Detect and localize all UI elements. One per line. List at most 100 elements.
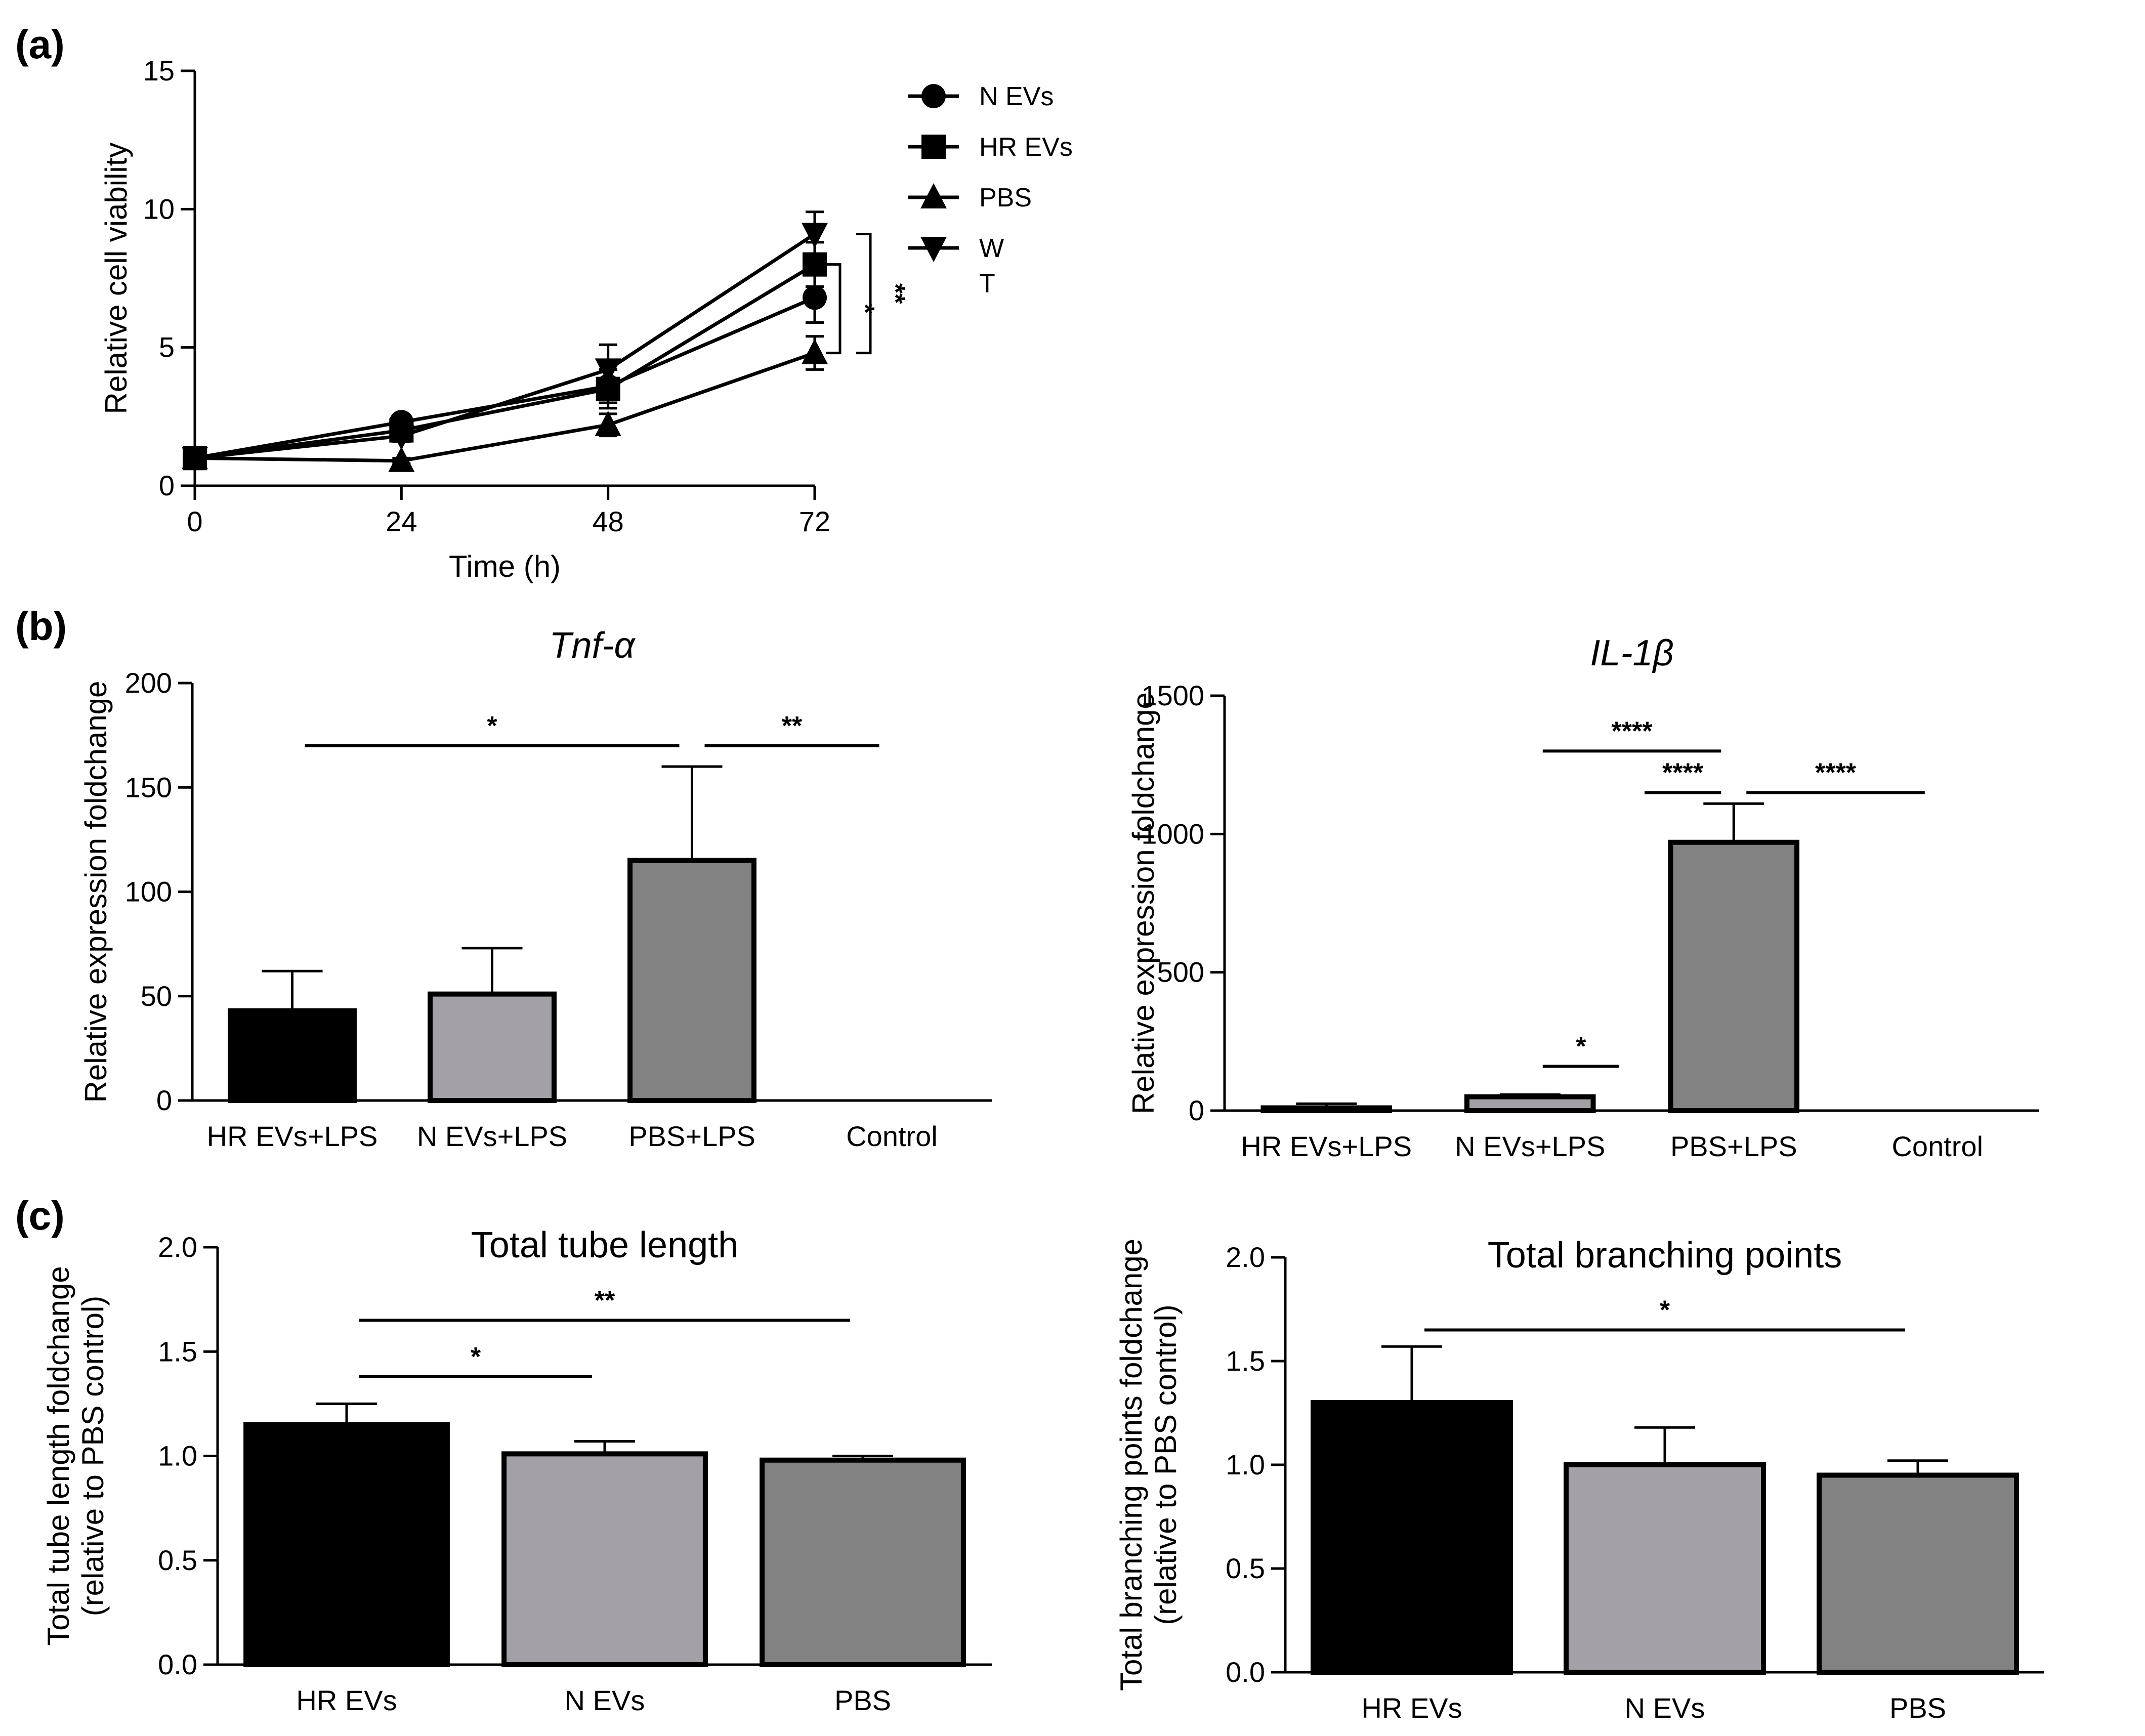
chart-c2-title: Total branching points <box>1488 1235 1842 1276</box>
chart-a-viability: 0 5 10 15 0 24 48 72 Time (h) Relative cell viabi… <box>99 55 1073 583</box>
data-point-pbs <box>595 410 621 436</box>
bar-pbs-lps <box>627 858 756 1103</box>
chart-c1-x-tick-label: HR EVs <box>296 1684 397 1716</box>
chart-b1-x-tick-label: PBS+LPS <box>628 1120 755 1152</box>
data-point-n-evs <box>803 285 827 310</box>
chart-a-x-tick-label: 24 <box>386 505 417 537</box>
bar-hr-evs-lps <box>1260 1105 1393 1114</box>
chart-b2-y-label: Relative expression foldchange <box>1126 692 1160 1114</box>
bar-hr-evs <box>1311 1400 1513 1675</box>
significance-label: * <box>1576 1032 1586 1062</box>
significance-label: ** <box>595 1286 615 1315</box>
chart-c2-y-tick-label: 0.0 <box>1226 1656 1265 1688</box>
panel-label-c: (c) <box>15 1193 65 1238</box>
legend-marker-n-evs <box>921 84 946 108</box>
chart-b2-x-tick-label: Control <box>1891 1130 1983 1162</box>
chart-b1-x-tick-label: HR EVs+LPS <box>207 1120 378 1152</box>
legend-label-pbs: PBS <box>979 183 1032 213</box>
chart-b1-x-tick-label: Control <box>846 1120 938 1152</box>
significance-bracket <box>826 263 842 355</box>
significance-label: ** <box>880 283 910 304</box>
significance-label: * <box>850 304 879 314</box>
chart-b1-y-tick-label: 0 <box>156 1084 172 1116</box>
legend-label-hr-evs: HR EVs <box>979 133 1073 162</box>
significance-label: **** <box>1612 716 1653 746</box>
chart-a-y-tick-label: 10 <box>143 193 175 225</box>
bar-hr-evs-lps <box>228 1008 357 1103</box>
chart-b1-y-tick-label: 50 <box>141 980 172 1012</box>
legend-marker-hr-evs <box>921 135 946 159</box>
chart-b1-y-tick-label: 100 <box>125 876 172 908</box>
chart-a-y-label: Relative cell viability <box>99 143 133 414</box>
data-point-pbs <box>802 338 828 364</box>
chart-a-y-tick-label: 0 <box>159 470 175 501</box>
chart-c2-y-tick-label: 1.0 <box>1226 1449 1265 1480</box>
chart-b1-x-tick-label: N EVs+LPS <box>417 1120 567 1152</box>
chart-a-x-label: Time (h) <box>449 549 561 583</box>
bar-n-evs <box>1564 1462 1766 1675</box>
chart-b2-title: IL-1β <box>1590 633 1673 673</box>
chart-c1-y-tick-label: 0.0 <box>158 1648 197 1680</box>
chart-c2-x-tick-label: N EVs <box>1625 1692 1705 1724</box>
chart-b2-y-tick-label: 0 <box>1189 1094 1204 1126</box>
chart-c1-y-tick-label: 1.5 <box>158 1335 197 1367</box>
chart-c1-x-tick-label: PBS <box>834 1684 891 1716</box>
significance-label: * <box>1660 1296 1670 1325</box>
chart-b2-y-tick-label: 1000 <box>1141 818 1204 850</box>
significance-bracket <box>856 233 872 355</box>
data-point-w-t <box>802 223 828 248</box>
bar-n-evs <box>501 1451 708 1667</box>
bar-n-evs-lps <box>428 991 557 1103</box>
chart-a-x-tick-label: 72 <box>799 505 830 537</box>
data-point-w-t <box>595 358 621 384</box>
legend-label-w-t: W <box>979 234 1004 263</box>
chart-b2-y-tick-label: 500 <box>1157 956 1204 988</box>
series-line-w-t <box>194 232 816 460</box>
chart-c1-y-tick-label: 0.5 <box>158 1544 197 1576</box>
bar-pbs <box>760 1457 966 1667</box>
chart-c2-y-tick-label: 0.5 <box>1226 1552 1265 1584</box>
significance-label: **** <box>1662 758 1704 787</box>
data-point-pbs <box>388 446 415 472</box>
chart-b2-x-tick-label: PBS+LPS <box>1670 1130 1797 1162</box>
panel-label-b: (b) <box>15 604 67 649</box>
chart-c2-y-tick-label: 1.5 <box>1226 1345 1265 1377</box>
data-point-w-t <box>388 425 415 450</box>
chart-c1-y-tick-label: 2.0 <box>158 1231 197 1263</box>
chart-a-y-tick-label: 15 <box>143 55 175 87</box>
legend-label-n-evs: N EVs <box>979 82 1054 111</box>
chart-b-tnf-alpha: 0 50 100 150 200 HR EVs+LPS N EVs+LPS PBS+LPS Co… <box>79 625 992 1152</box>
series-line-hr-evs <box>194 263 816 460</box>
bar-pbs-lps <box>1668 839 1800 1113</box>
legend-marker-w-t <box>920 237 947 262</box>
chart-b1-title: Tnf-α <box>549 625 636 666</box>
chart-c1-x-tick-label: N EVs <box>565 1684 645 1716</box>
bar-pbs <box>1817 1472 2019 1675</box>
chart-a-x-tick-label: 0 <box>187 505 202 537</box>
data-point-w-t <box>182 447 208 473</box>
chart-b2-x-tick-label: N EVs+LPS <box>1455 1130 1605 1162</box>
chart-b1-y-label: Relative expression foldchange <box>79 681 113 1103</box>
significance-label: * <box>487 711 497 741</box>
bar-hr-evs <box>243 1422 450 1667</box>
chart-b2-x-tick-label: HR EVs+LPS <box>1241 1130 1412 1162</box>
chart-c2-x-tick-label: PBS <box>1889 1692 1946 1724</box>
chart-c2-y-tick-label: 2.0 <box>1226 1241 1265 1273</box>
series-line-pbs <box>194 351 816 463</box>
chart-c2-y-label: Total branching points foldchange(relati… <box>1114 1239 1183 1691</box>
chart-b1-y-tick-label: 200 <box>125 667 172 699</box>
panel-label-a: (a) <box>15 22 65 67</box>
chart-b2-y-tick-label: 1500 <box>1141 680 1204 711</box>
chart-b-il-1beta: 0 500 1000 1500 HR EVs+LPS N EVs+LPS PBS+LPS Co… <box>1126 633 2039 1162</box>
chart-b1-y-tick-label: 150 <box>125 771 172 803</box>
significance-label: **** <box>1815 758 1857 787</box>
chart-c1-title: Total tube length <box>471 1225 738 1265</box>
chart-c2-x-tick-label: HR EVs <box>1361 1692 1462 1724</box>
significance-label: * <box>471 1342 481 1372</box>
chart-c1-y-tick-label: 1.0 <box>158 1440 197 1472</box>
significance-label: ** <box>782 711 803 741</box>
legend-label-w-t: T <box>979 269 995 299</box>
legend-marker-pbs <box>920 183 947 208</box>
chart-a-x-tick-label: 48 <box>593 505 624 537</box>
